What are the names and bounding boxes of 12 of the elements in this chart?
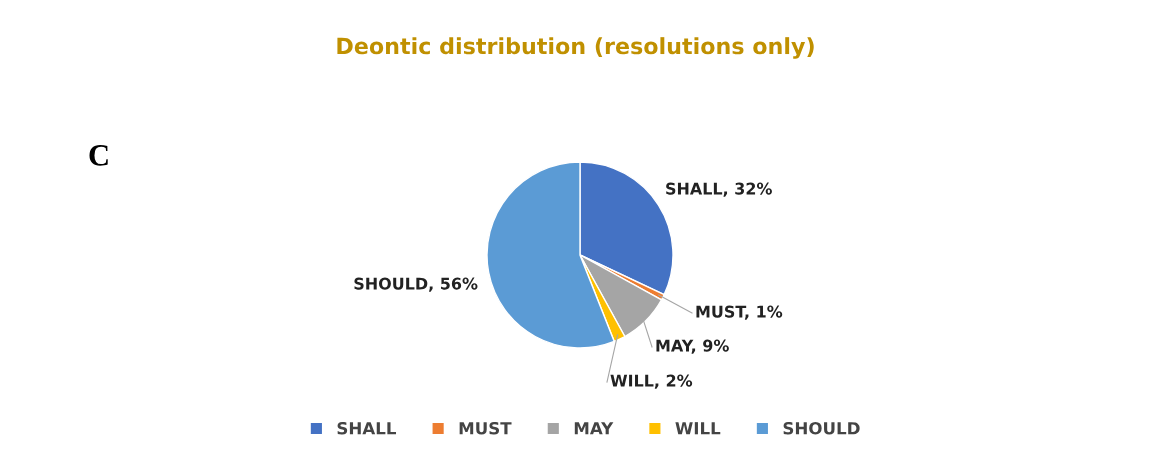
legend-label: SHALL — [337, 421, 397, 435]
data-label: MUST, 1% — [696, 305, 783, 320]
legend-label: WILL — [675, 422, 721, 435]
chart-title: Deontic distribution (resolutions only) — [337, 37, 814, 59]
legend-label: SHOULD — [783, 421, 860, 435]
data-label: SHOULD, 56% — [354, 277, 478, 292]
data-label: MAY, 9% — [656, 339, 729, 354]
data-label: WILL, 2% — [610, 374, 693, 389]
data-label: SHALL, 32% — [666, 182, 772, 197]
legend-label: MAY — [574, 422, 614, 435]
legend-label: MUST — [459, 421, 512, 435]
text: C — [89, 145, 108, 166]
